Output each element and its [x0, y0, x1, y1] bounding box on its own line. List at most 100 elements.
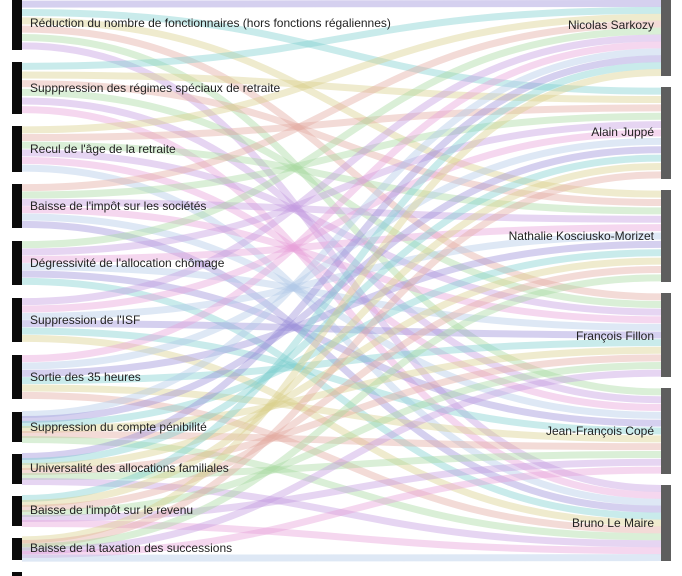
node-allocations-familiales [12, 454, 22, 484]
right-nodes [661, 0, 671, 561]
link-ribbon [21, 206, 662, 324]
label-juppe: Alain Juppé [591, 125, 654, 139]
node-nkm [661, 190, 671, 282]
link-ribbon [21, 274, 662, 551]
link-ribbon [21, 198, 662, 223]
node-le-maire [661, 485, 671, 561]
node-impot-societes [12, 184, 22, 228]
link-ribbon [21, 34, 662, 396]
link-ribbon [21, 520, 662, 555]
link-ribbon [21, 369, 662, 555]
node-age-retraite [12, 126, 22, 172]
link-ribbon [21, 42, 662, 492]
link-ribbon [21, 104, 662, 141]
label-reduction-fonctionnaires: Réduction du nombre de fonctionnaires (h… [30, 16, 391, 30]
link-ribbon [21, 277, 662, 520]
node-allocation-chomage [12, 241, 22, 285]
link-ribbon [21, 232, 662, 320]
link-ribbon [21, 554, 662, 562]
left-nodes [12, 0, 22, 576]
node-sarkozy [661, 0, 671, 76]
link-ribbon [21, 354, 662, 475]
link-ribbon [21, 263, 662, 331]
link-ribbon [21, 149, 662, 316]
node-regimes-speciaux [12, 62, 22, 114]
left-labels: Réduction du nombre de fonctionnaires (h… [30, 16, 391, 555]
link-ribbon [21, 320, 662, 339]
right-labels: Nicolas Sarkozy Alain Juppé Nathalie Kos… [509, 18, 655, 530]
link-ribbon [21, 478, 662, 548]
link-ribbon [21, 34, 662, 306]
link-ribbon [21, 346, 662, 433]
link-ribbon [21, 71, 662, 104]
label-age-retraite: Recul de l'âge de la retraite [30, 142, 176, 156]
link-ribbon [21, 270, 662, 427]
link-ribbon [21, 164, 662, 506]
link-ribbon [21, 391, 662, 534]
node-cope [661, 388, 671, 474]
link-ribbon [21, 69, 662, 544]
node-successions [12, 538, 22, 560]
link-ribbon [21, 106, 662, 499]
link-ribbon [21, 458, 662, 522]
node-isf [12, 298, 22, 342]
link-ribbon [21, 146, 662, 423]
label-impot-societes: Baisse de l'impôt sur les sociétés [30, 199, 206, 213]
link-ribbon [21, 157, 662, 412]
link-ribbon [21, 97, 662, 404]
link-ribbon [21, 48, 662, 418]
link-ribbon [21, 41, 662, 363]
link-ribbon [21, 362, 662, 517]
link-ribbon [21, 334, 662, 527]
link-ribbon [21, 112, 662, 199]
label-35-heures: Sortie des 35 heures [30, 370, 141, 384]
link-ribbon [21, 80, 662, 207]
node-juppe [661, 87, 671, 179]
node-35-heures [12, 355, 22, 399]
node-cut-off [12, 572, 22, 576]
label-impot-revenu: Baisse de l'impôt sur le revenu [30, 503, 193, 517]
label-cope: Jean-François Copé [546, 424, 654, 438]
link-ribbon [21, 224, 662, 263]
link-ribbon [21, 25, 662, 301]
label-regimes-speciaux: Supppression des régimes spéciaux de ret… [30, 81, 280, 95]
label-isf: Suppression de l'ISF [30, 313, 140, 327]
link-ribbon [21, 466, 662, 558]
link-ribbon [21, 339, 662, 385]
label-nkm: Nathalie Kosciusko-Morizet [509, 229, 655, 243]
label-successions: Baisse de la taxation des successions [30, 541, 232, 555]
link-ribbon [21, 220, 662, 513]
link-ribbon [21, 9, 662, 95]
label-allocation-chomage: Dégressivité de l'allocation chômage [30, 256, 225, 270]
link-ribbon [21, 249, 662, 428]
link-ribbon [21, 62, 662, 502]
links-layer [21, 0, 662, 562]
node-fillon [661, 293, 671, 377]
node-reduction-fonctionnaires [12, 0, 22, 50]
link-ribbon [21, 6, 662, 70]
link-ribbon [21, 327, 662, 435]
link-ribbon [21, 154, 662, 465]
link-ribbon [21, 27, 662, 249]
link-ribbon [21, 137, 662, 370]
link-ribbon [21, 141, 662, 215]
node-impot-revenu [12, 496, 22, 526]
link-ribbon [21, 0, 662, 8]
link-ribbon [21, 431, 662, 451]
link-ribbon [21, 17, 662, 198]
link-ribbon [21, 20, 662, 192]
label-le-maire: Bruno Le Maire [572, 516, 654, 530]
label-sarkozy: Nicolas Sarkozy [568, 18, 654, 32]
label-compte-penibilite: Suppression du compte pénibilité [30, 420, 207, 434]
link-ribbon [21, 213, 662, 419]
link-ribbon [21, 240, 662, 377]
node-compte-penibilite [12, 412, 22, 442]
link-ribbon [21, 88, 662, 308]
label-allocations-familiales: Universalité des allocations familiales [30, 461, 229, 475]
link-ribbon [21, 450, 662, 480]
link-ribbon [21, 129, 662, 313]
link-ribbon [21, 265, 662, 512]
link-ribbon [21, 384, 662, 443]
link-ribbon [21, 13, 662, 134]
